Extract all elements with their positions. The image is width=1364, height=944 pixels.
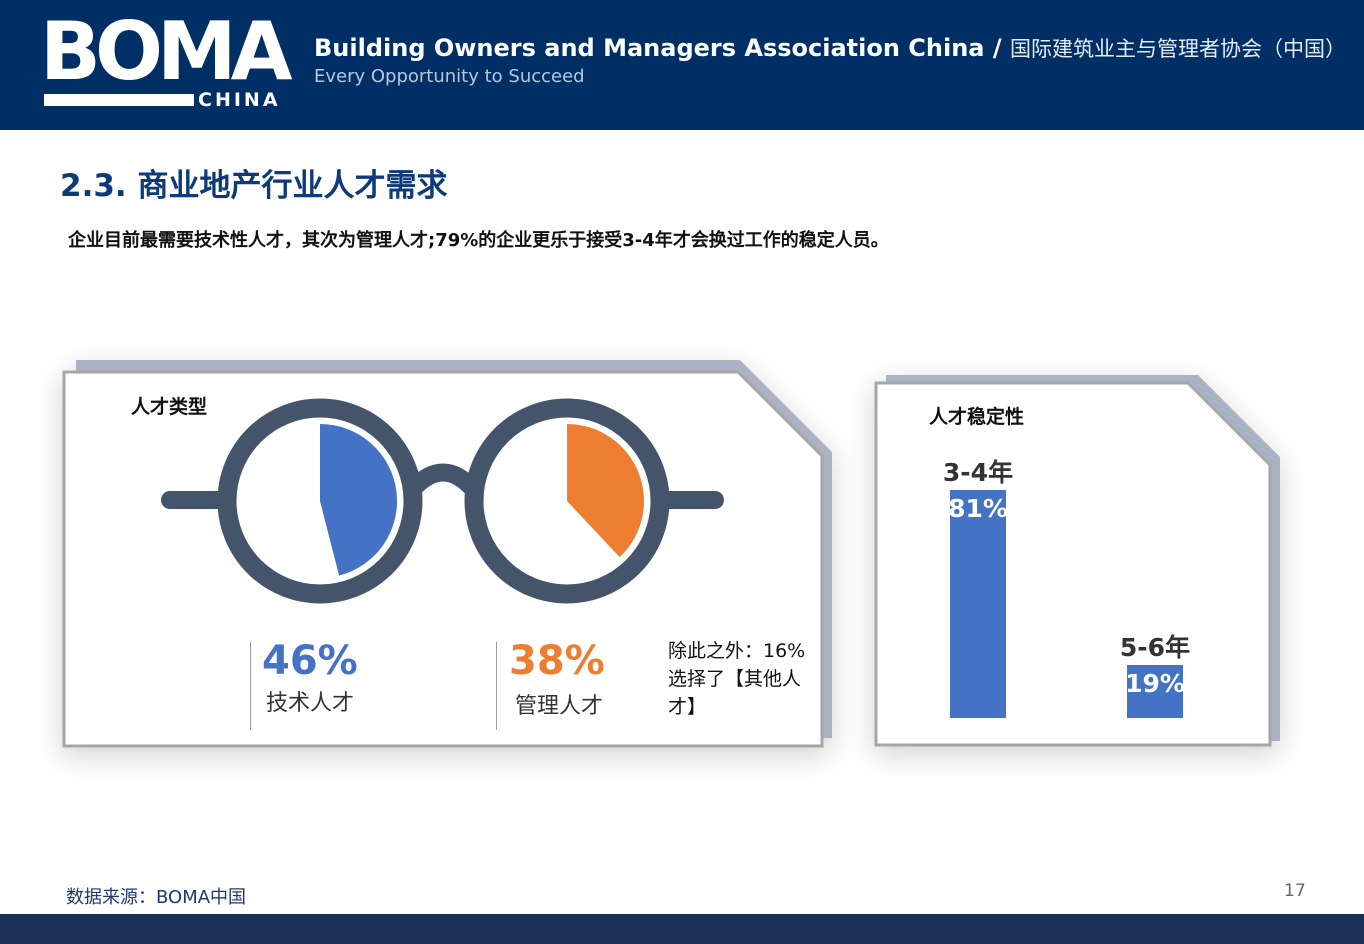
glasses-chart — [161, 398, 724, 604]
divider-mgmt — [496, 642, 497, 730]
data-source: 数据来源：BOMA中国 — [66, 887, 247, 908]
tech-category-label: 技术人才 — [266, 691, 355, 716]
talent-type-title: 人才类型 — [131, 396, 208, 418]
header-title-sep: / — [984, 34, 1010, 62]
page-number: 17 — [1284, 881, 1306, 901]
bar-5-6-years — [1127, 664, 1183, 718]
page-title: 2.3. 商业地产行业人才需求 — [60, 168, 448, 204]
mgmt-percent-label: 38% — [509, 638, 605, 684]
card2-face-shape — [874, 381, 1272, 747]
summary-text: 企业目前最需要技术性人才，其次为管理人才;79%的企业更乐于接受3-4年才会换过… — [68, 230, 889, 251]
divider-tech — [250, 642, 251, 730]
bar-category-3-4-years: 3-4年 — [942, 458, 1014, 487]
header-title: Building Owners and Managers Association… — [314, 33, 1346, 64]
bar-value-3-4-years: 81% — [948, 494, 1008, 523]
logo-underline — [44, 94, 194, 106]
header-banner: BOMA CHINA Building Owners and Managers … — [0, 0, 1364, 130]
logo-china-text: CHINA — [198, 89, 281, 111]
bar-value-5-6-years: 19% — [1125, 668, 1185, 698]
bar-3-4-years — [950, 490, 1006, 718]
pie-slice-mgmt — [567, 424, 644, 558]
talent-stability-title: 人才稳定性 — [929, 406, 1025, 428]
boma-logo: BOMA — [40, 5, 293, 98]
mgmt-category-label: 管理人才 — [515, 694, 604, 719]
header-title-en: Building Owners and Managers Association… — [314, 34, 985, 62]
tech-percent-label: 46% — [262, 638, 358, 684]
bar-category-5-6-years: 5-6年 — [1119, 632, 1191, 662]
pie-slice-tech — [320, 424, 398, 576]
other-talent-note: 除此之外：16%选择了【其他人才】 — [668, 640, 806, 718]
header-tagline: Every Opportunity to Succeed — [314, 66, 585, 87]
header-title-cn: 国际建筑业主与管理者协会（中国） — [1009, 37, 1346, 61]
footer-bar — [0, 914, 1364, 944]
